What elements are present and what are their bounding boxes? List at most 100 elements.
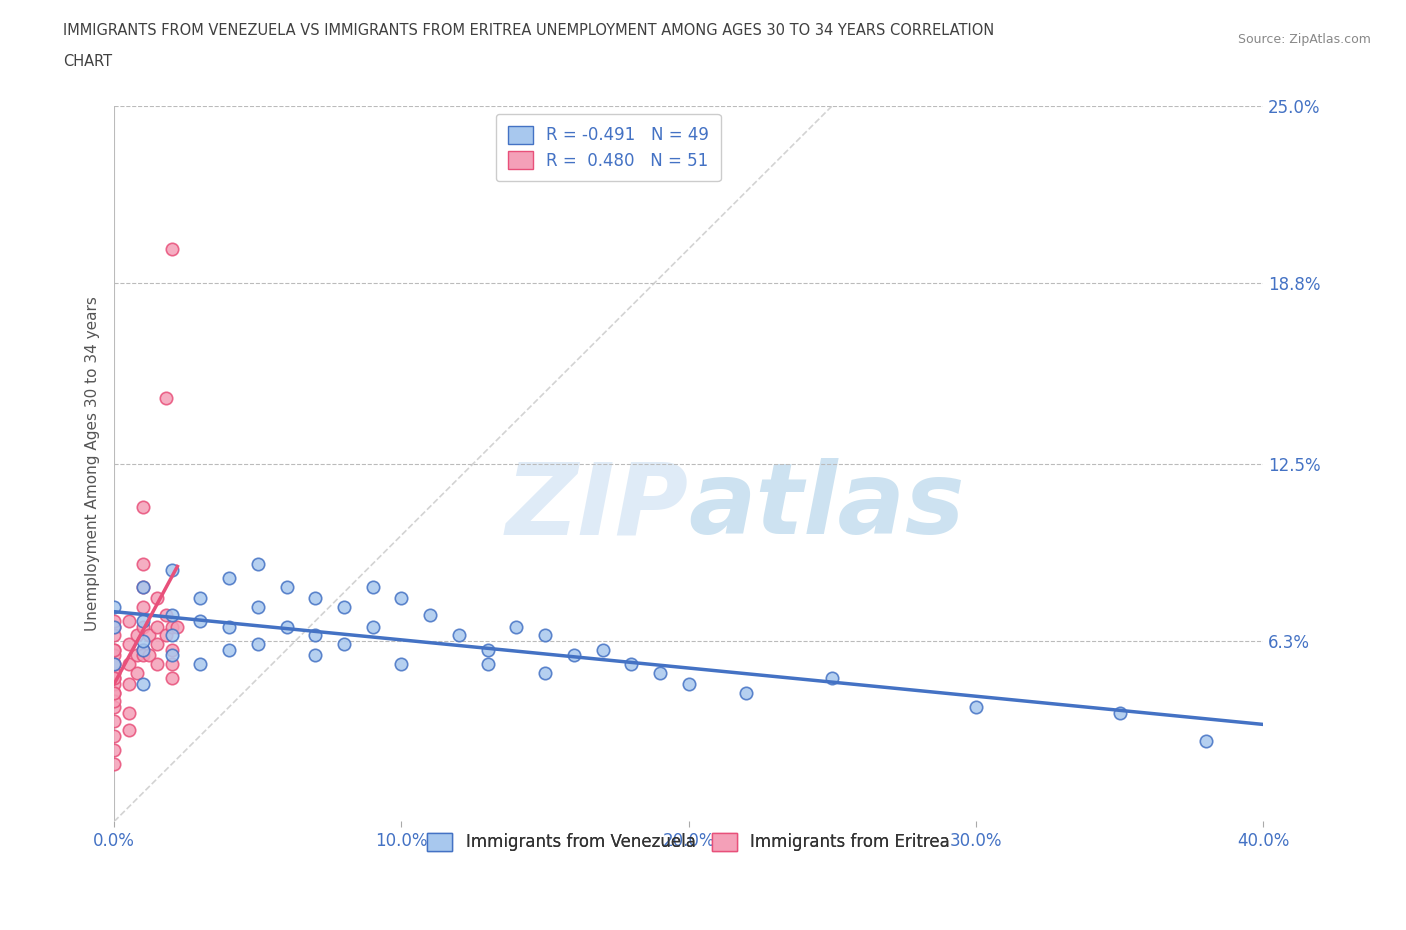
Point	[1195, 734, 1218, 749]
Point	[190, 591, 212, 605]
Point	[146, 657, 169, 671]
Point	[160, 242, 183, 257]
Point	[391, 657, 413, 671]
Point	[132, 648, 155, 663]
Point	[648, 665, 671, 680]
Point	[103, 671, 125, 685]
Point	[132, 614, 155, 629]
Point	[132, 556, 155, 571]
Point	[103, 677, 125, 692]
Y-axis label: Unemployment Among Ages 30 to 34 years: Unemployment Among Ages 30 to 34 years	[86, 296, 100, 631]
Point	[103, 619, 125, 634]
Point	[103, 665, 125, 680]
Point	[132, 643, 155, 658]
Point	[562, 648, 585, 663]
Point	[103, 742, 125, 757]
Point	[103, 657, 125, 671]
Point	[160, 608, 183, 623]
Point	[103, 757, 125, 772]
Point	[103, 643, 125, 658]
Point	[132, 599, 155, 614]
Point	[534, 628, 557, 643]
Point	[505, 619, 527, 634]
Point	[155, 628, 177, 643]
Point	[333, 636, 356, 651]
Point	[218, 571, 240, 586]
Text: CHART: CHART	[63, 54, 112, 69]
Point	[117, 705, 139, 720]
Point	[127, 628, 149, 643]
Point	[361, 619, 384, 634]
Point	[477, 657, 499, 671]
Legend: Immigrants from Venezuela, Immigrants from Eritrea: Immigrants from Venezuela, Immigrants fr…	[419, 824, 959, 859]
Point	[132, 579, 155, 594]
Point	[103, 694, 125, 709]
Point	[160, 628, 183, 643]
Point	[160, 671, 183, 685]
Point	[276, 579, 298, 594]
Point	[592, 643, 614, 658]
Point	[391, 591, 413, 605]
Point	[160, 643, 183, 658]
Point	[246, 636, 269, 651]
Point	[146, 619, 169, 634]
Point	[166, 619, 188, 634]
Point	[155, 608, 177, 623]
Point	[333, 599, 356, 614]
Point	[103, 628, 125, 643]
Point	[246, 556, 269, 571]
Point	[678, 677, 700, 692]
Point	[103, 714, 125, 729]
Point	[132, 579, 155, 594]
Point	[246, 599, 269, 614]
Point	[103, 685, 125, 700]
Point	[304, 628, 326, 643]
Point	[534, 665, 557, 680]
Point	[155, 391, 177, 405]
Point	[419, 608, 441, 623]
Point	[1108, 705, 1130, 720]
Point	[304, 591, 326, 605]
Point	[160, 657, 183, 671]
Point	[447, 628, 470, 643]
Point	[132, 643, 155, 658]
Point	[965, 699, 987, 714]
Point	[160, 619, 183, 634]
Point	[117, 723, 139, 737]
Point	[735, 685, 758, 700]
Point	[117, 677, 139, 692]
Point	[103, 685, 125, 700]
Point	[117, 636, 139, 651]
Point	[361, 579, 384, 594]
Point	[218, 619, 240, 634]
Point	[103, 599, 125, 614]
Point	[821, 671, 844, 685]
Point	[117, 614, 139, 629]
Point	[103, 671, 125, 685]
Point	[103, 648, 125, 663]
Point	[127, 648, 149, 663]
Text: Source: ZipAtlas.com: Source: ZipAtlas.com	[1237, 33, 1371, 46]
Text: ZIP: ZIP	[506, 458, 689, 555]
Point	[304, 648, 326, 663]
Point	[117, 657, 139, 671]
Point	[190, 657, 212, 671]
Point	[103, 657, 125, 671]
Point	[132, 633, 155, 648]
Point	[276, 619, 298, 634]
Point	[132, 677, 155, 692]
Text: IMMIGRANTS FROM VENEZUELA VS IMMIGRANTS FROM ERITREA UNEMPLOYMENT AMONG AGES 30 : IMMIGRANTS FROM VENEZUELA VS IMMIGRANTS …	[63, 23, 994, 38]
Point	[132, 619, 155, 634]
Point	[160, 648, 183, 663]
Point	[127, 665, 149, 680]
Point	[103, 728, 125, 743]
Point	[477, 643, 499, 658]
Point	[103, 614, 125, 629]
Point	[160, 562, 183, 577]
Point	[103, 619, 125, 634]
Point	[620, 657, 643, 671]
Point	[103, 657, 125, 671]
Point	[132, 499, 155, 514]
Point	[103, 643, 125, 658]
Text: atlas: atlas	[689, 458, 965, 555]
